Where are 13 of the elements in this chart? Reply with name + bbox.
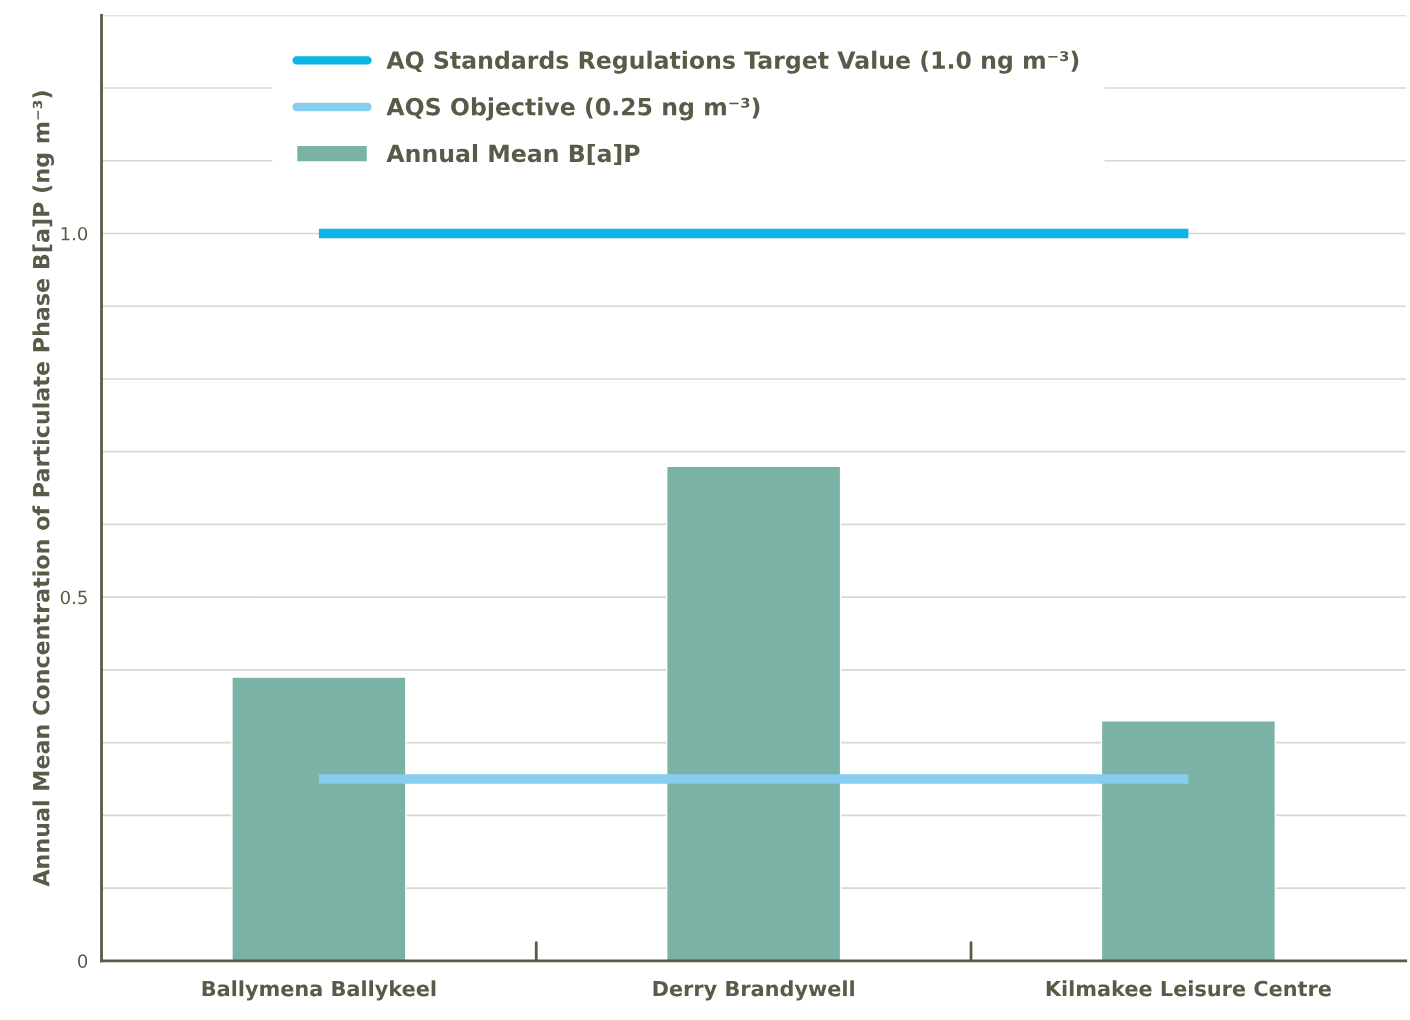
bar bbox=[231, 676, 407, 961]
y-tick-label: 0.5 bbox=[60, 590, 87, 605]
legend-label: AQ Standards Regulations Target Value (1.0 ng m⁻³) bbox=[386, 50, 1079, 74]
x-tick-label: Derry Brandywell bbox=[653, 980, 854, 1001]
y-axis-title: Annual Mean Concentration of Particulate Phase B[a]P (ng m⁻³) bbox=[32, 91, 55, 887]
bar bbox=[665, 465, 842, 961]
y-tick-label: 0 bbox=[78, 954, 88, 968]
y-tick-label: 1.0 bbox=[61, 226, 88, 241]
x-tick-label: Ballymena Ballykeel bbox=[202, 980, 436, 1001]
legend-label: AQS Objective (0.25 ng m⁻³) bbox=[386, 97, 760, 121]
bar bbox=[1100, 720, 1277, 961]
legend-label: Annual Mean B[a]P bbox=[386, 144, 640, 166]
x-tick-label: Kilmakee Leisure Centre bbox=[1046, 980, 1331, 997]
